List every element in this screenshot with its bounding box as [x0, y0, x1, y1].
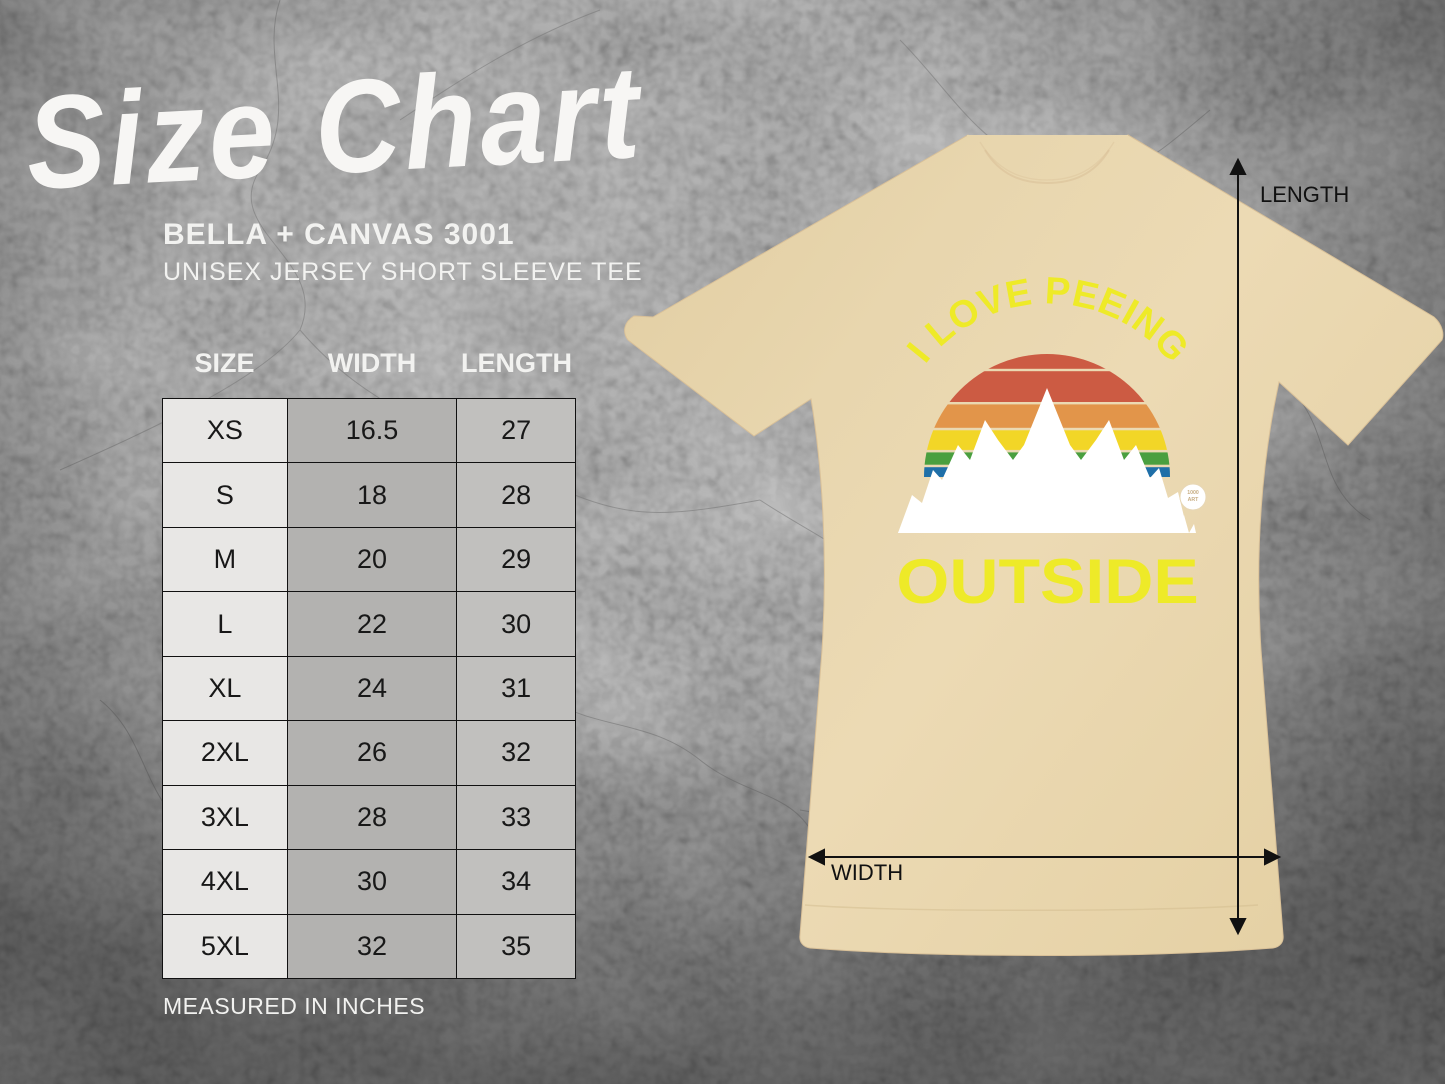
svg-text:LENGTH: LENGTH — [1260, 182, 1349, 207]
svg-text:ART: ART — [1188, 497, 1199, 503]
svg-text:1000: 1000 — [1187, 490, 1199, 496]
svg-text:OUTSIDE: OUTSIDE — [896, 546, 1198, 616]
svg-text:WIDTH: WIDTH — [831, 860, 903, 885]
